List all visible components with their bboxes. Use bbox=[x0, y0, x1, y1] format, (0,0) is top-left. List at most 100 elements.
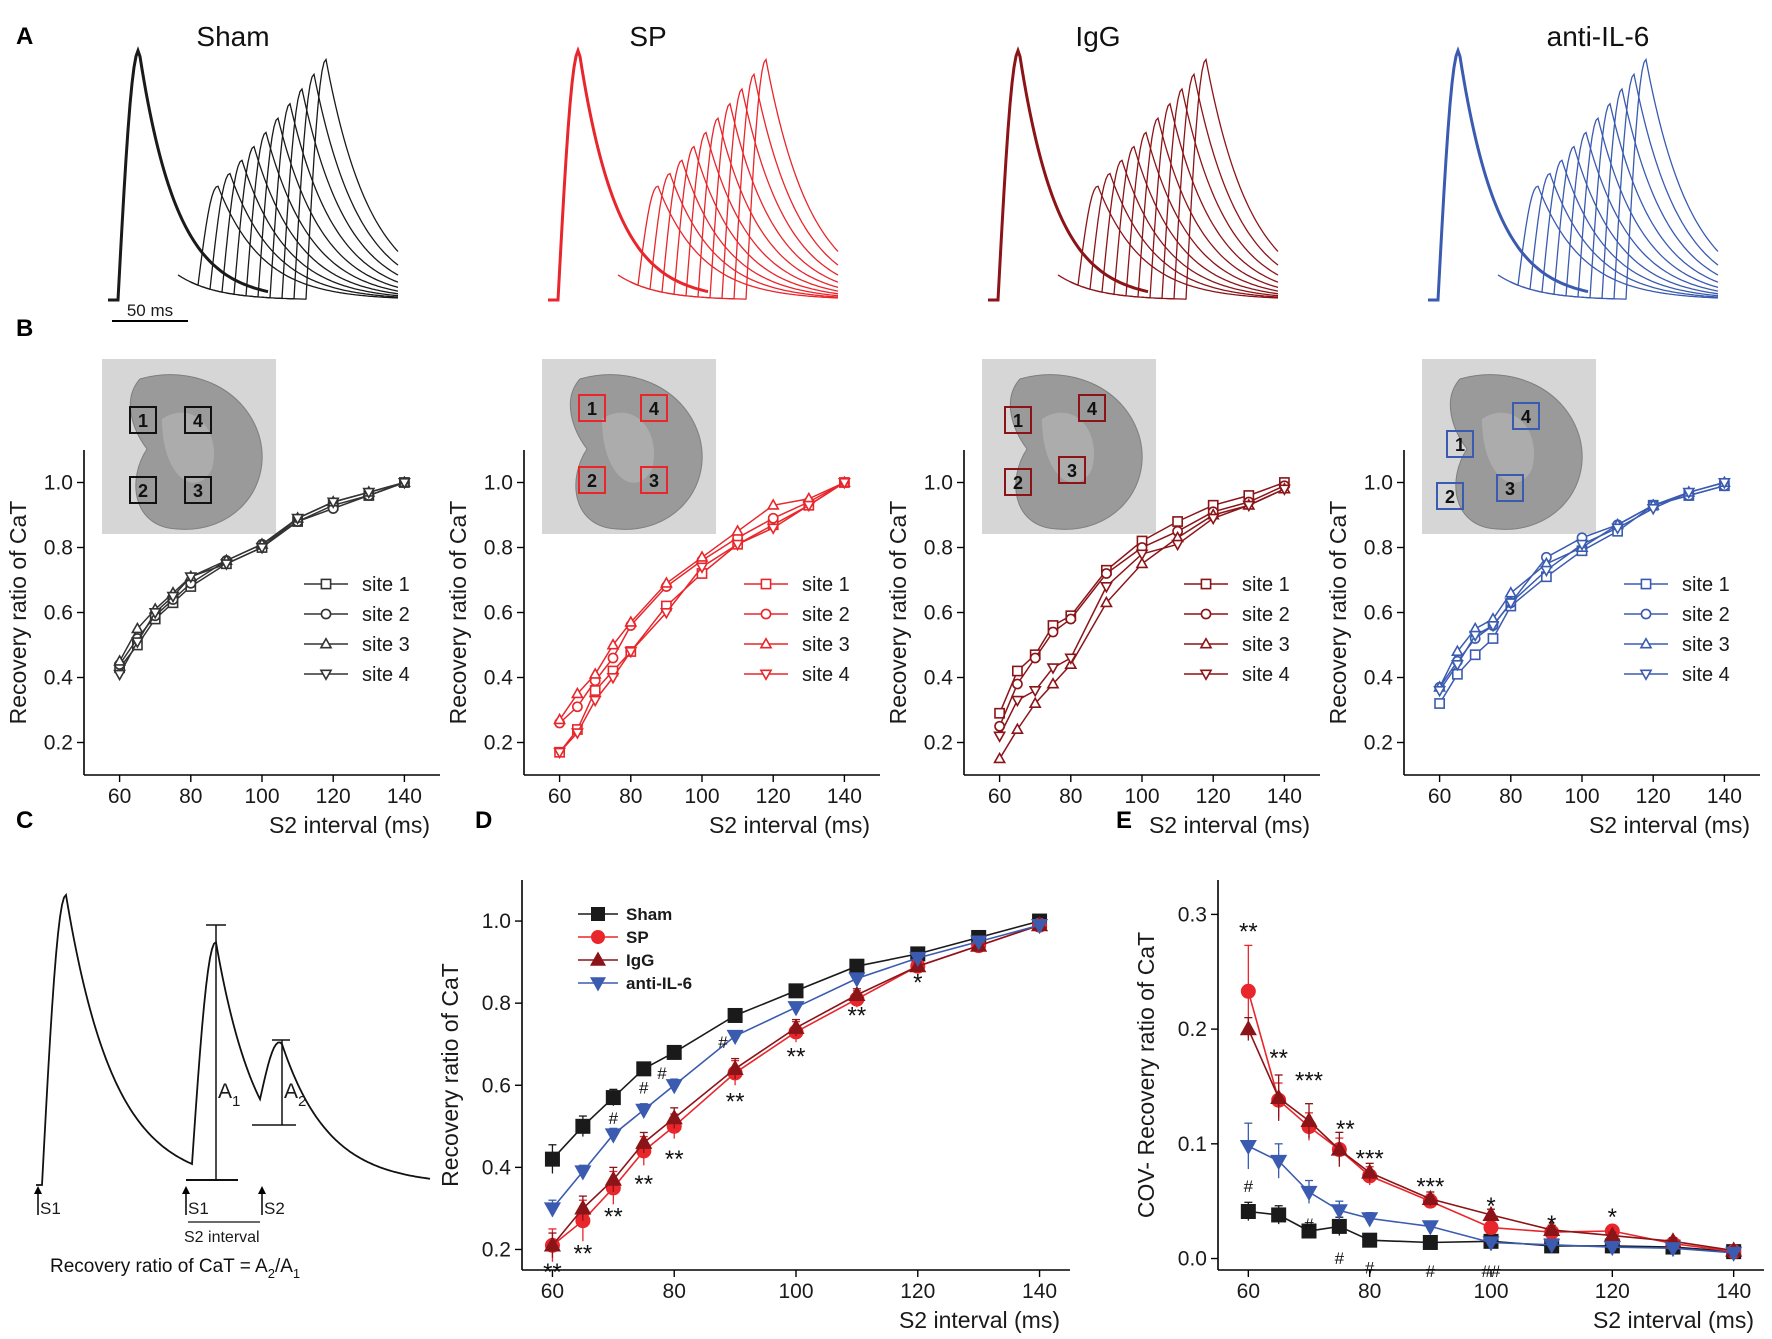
y-tick-label: 0.8 bbox=[1364, 537, 1393, 560]
data-point-site-4 bbox=[1171, 539, 1185, 552]
scale-bar-label: 50 ms bbox=[127, 301, 173, 320]
data-point-igg bbox=[665, 1109, 683, 1125]
panel-b-chart-sham: 60 80 100 120 140 0.2 0.4 0.6 0.8 1.0 S2 interval … bbox=[5, 359, 440, 838]
data-point-anti-il-6 bbox=[1270, 1154, 1288, 1171]
data-point-site-3 bbox=[1450, 644, 1464, 656]
legend-label: site 1 bbox=[1242, 574, 1290, 596]
significance-hash: # bbox=[718, 1033, 728, 1052]
significance-star: * bbox=[1547, 1211, 1556, 1238]
data-point-site-2 bbox=[1101, 568, 1112, 579]
data-point-site-2 bbox=[1065, 613, 1077, 625]
legend-label: site 2 bbox=[802, 604, 850, 626]
trace-s2 bbox=[1129, 102, 1279, 299]
data-point-igg bbox=[543, 1236, 562, 1252]
significance-star: ** bbox=[634, 1171, 653, 1198]
data-point-site-1 bbox=[1434, 698, 1445, 709]
y-tick-label: 0.8 bbox=[924, 537, 953, 560]
trace-s2 bbox=[201, 159, 399, 297]
data-point-site-1 bbox=[994, 707, 1005, 719]
panel-a-title-sham: Sham bbox=[196, 21, 269, 52]
data-point-site-4 bbox=[1504, 598, 1518, 610]
trace-s2 bbox=[1105, 131, 1279, 297]
legend-label: site 4 bbox=[802, 664, 850, 686]
significance-star: ** bbox=[543, 1259, 562, 1286]
trace-s2 bbox=[285, 57, 399, 300]
legend-marker bbox=[591, 907, 605, 921]
panel-letter-e: E bbox=[1116, 807, 1132, 834]
data-point-igg bbox=[848, 985, 866, 1002]
panel-letter-d: D bbox=[475, 807, 492, 834]
significance-star: ** bbox=[665, 1146, 684, 1173]
legend-label: site 2 bbox=[362, 604, 410, 626]
data-point-anti-il-6 bbox=[726, 1029, 744, 1046]
x-tick-label: 60 bbox=[988, 785, 1011, 808]
data-point-site-2 bbox=[1047, 626, 1059, 638]
trace-s2 bbox=[1093, 145, 1279, 296]
data-point-site-3 bbox=[130, 621, 144, 634]
y-tick-label: 0.2 bbox=[1364, 732, 1393, 755]
x-tick-label: 100 bbox=[244, 785, 279, 808]
roi-box-2 bbox=[1004, 468, 1032, 496]
cat-trace bbox=[36, 892, 431, 1186]
data-point-sham bbox=[1240, 1204, 1256, 1219]
panel-letter-c: C bbox=[16, 807, 33, 834]
legend-marker bbox=[591, 930, 605, 944]
data-point-anti-il-6 bbox=[970, 935, 988, 951]
a1-label: A bbox=[218, 1080, 232, 1103]
s1-arrow-label: S1 bbox=[40, 1199, 61, 1218]
roi-box-2 bbox=[1436, 482, 1464, 510]
data-point-site-4 bbox=[695, 562, 709, 574]
data-point-igg bbox=[787, 1018, 805, 1034]
roi-label-3: 3 bbox=[1505, 479, 1515, 499]
data-point-site-3 bbox=[1028, 696, 1042, 708]
y-tick-label: 0.6 bbox=[482, 1074, 511, 1097]
legend-marker bbox=[1200, 578, 1212, 590]
data-point-site-4 bbox=[837, 478, 851, 490]
x-tick-label: 100 bbox=[1124, 785, 1159, 808]
significance-hash: # bbox=[1426, 1262, 1436, 1281]
trace-s2 bbox=[1533, 145, 1719, 296]
roi-box-1 bbox=[578, 394, 606, 422]
data-point-site-4 bbox=[1242, 500, 1256, 513]
data-point-anti-il-6 bbox=[635, 1103, 653, 1119]
data-point-sham bbox=[1362, 1232, 1378, 1248]
legend-marker bbox=[760, 608, 772, 620]
a1-label-sub: 1 bbox=[232, 1093, 240, 1110]
panel-b-chart-igg: 60 80 100 120 140 0.2 0.4 0.6 0.8 1.0 S2 interval … bbox=[885, 359, 1320, 838]
legend-marker bbox=[760, 578, 772, 590]
data-point-site-4 bbox=[1611, 523, 1625, 535]
data-point-anti-il-6 bbox=[1330, 1204, 1348, 1220]
data-point-site-3 bbox=[1046, 677, 1060, 689]
y-tick-label: 0.2 bbox=[44, 732, 73, 755]
data-point-anti-il-6 bbox=[543, 1202, 562, 1218]
x-axis-label: S2 interval (ms) bbox=[899, 1307, 1060, 1333]
s2-interval-label: S2 interval bbox=[184, 1229, 260, 1246]
data-point-site-2 bbox=[1012, 678, 1023, 690]
x-tick-label: 80 bbox=[1059, 785, 1082, 808]
x-tick-label: 80 bbox=[179, 785, 202, 808]
data-point-site-4 bbox=[553, 747, 567, 760]
y-axis-label: Recovery ratio of CaT bbox=[1325, 501, 1351, 725]
panel-d-chart: 60 80 100 120 140 0.2 0.4 0.6 0.8 1.0 S2 interval … bbox=[437, 880, 1070, 1333]
legend-label: SP bbox=[626, 928, 649, 947]
significance-star: ** bbox=[574, 1241, 593, 1268]
x-tick-label: 100 bbox=[684, 785, 719, 808]
roi-box-4 bbox=[184, 406, 212, 434]
data-point-site-4 bbox=[1539, 565, 1553, 578]
x-tick-label: 60 bbox=[108, 785, 131, 808]
legend-marker bbox=[319, 637, 333, 649]
roi-label-3: 3 bbox=[649, 471, 659, 491]
panel-a-title-anti-il-6: anti-IL-6 bbox=[1547, 21, 1650, 52]
data-point-site-4 bbox=[1277, 484, 1291, 496]
roi-label-2: 2 bbox=[138, 481, 148, 501]
legend-label: site 3 bbox=[802, 634, 850, 656]
roi-label-4: 4 bbox=[193, 411, 203, 431]
legend-marker bbox=[1639, 637, 1653, 649]
data-point-site-4 bbox=[326, 497, 340, 509]
y-tick-label: 0.4 bbox=[44, 667, 74, 690]
data-point-site-2 bbox=[572, 701, 583, 713]
y-tick-label: 0.0 bbox=[1178, 1248, 1207, 1271]
y-tick-label: 1.0 bbox=[484, 472, 513, 495]
trace-s2 bbox=[1581, 87, 1719, 300]
